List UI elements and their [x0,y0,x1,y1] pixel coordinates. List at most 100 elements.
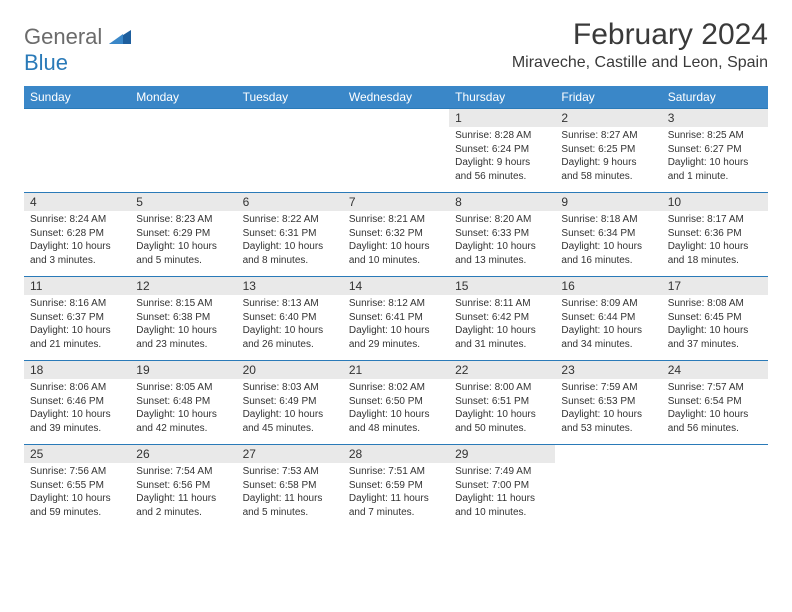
day-details: Sunrise: 8:28 AMSunset: 6:24 PMDaylight:… [449,127,555,187]
day-number: 26 [130,445,236,463]
day-details: Sunrise: 8:18 AMSunset: 6:34 PMDaylight:… [555,211,661,271]
sunrise-text: Sunrise: 7:53 AM [243,465,337,479]
calendar-cell: 16Sunrise: 8:09 AMSunset: 6:44 PMDayligh… [555,276,661,360]
day-wrap: 17Sunrise: 8:08 AMSunset: 6:45 PMDayligh… [662,276,768,360]
calendar-body: 1Sunrise: 8:28 AMSunset: 6:24 PMDaylight… [24,108,768,528]
day-wrap: 7Sunrise: 8:21 AMSunset: 6:32 PMDaylight… [343,192,449,276]
calendar-week-row: 25Sunrise: 7:56 AMSunset: 6:55 PMDayligh… [24,444,768,528]
calendar-cell: 15Sunrise: 8:11 AMSunset: 6:42 PMDayligh… [449,276,555,360]
daylight-text: Daylight: 10 hours and 10 minutes. [349,240,443,267]
day-wrap: 19Sunrise: 8:05 AMSunset: 6:48 PMDayligh… [130,360,236,444]
daylight-text: Daylight: 10 hours and 39 minutes. [30,408,124,435]
day-number: 7 [343,193,449,211]
day-wrap: 4Sunrise: 8:24 AMSunset: 6:28 PMDaylight… [24,192,130,276]
sunrise-text: Sunrise: 8:16 AM [30,297,124,311]
calendar-cell: 29Sunrise: 7:49 AMSunset: 7:00 PMDayligh… [449,444,555,528]
day-details: Sunrise: 8:24 AMSunset: 6:28 PMDaylight:… [24,211,130,271]
day-details: Sunrise: 8:23 AMSunset: 6:29 PMDaylight:… [130,211,236,271]
calendar-week-row: 1Sunrise: 8:28 AMSunset: 6:24 PMDaylight… [24,108,768,192]
calendar-cell: 9Sunrise: 8:18 AMSunset: 6:34 PMDaylight… [555,192,661,276]
day-wrap: 28Sunrise: 7:51 AMSunset: 6:59 PMDayligh… [343,444,449,528]
sunset-text: Sunset: 7:00 PM [455,479,549,493]
weekday-header: Saturday [662,86,768,108]
calendar-cell: 2Sunrise: 8:27 AMSunset: 6:25 PMDaylight… [555,108,661,192]
calendar-cell: 25Sunrise: 7:56 AMSunset: 6:55 PMDayligh… [24,444,130,528]
logo-word-1: General [24,24,102,49]
day-wrap: 23Sunrise: 7:59 AMSunset: 6:53 PMDayligh… [555,360,661,444]
daylight-text: Daylight: 10 hours and 48 minutes. [349,408,443,435]
day-wrap: 29Sunrise: 7:49 AMSunset: 7:00 PMDayligh… [449,444,555,528]
sunset-text: Sunset: 6:24 PM [455,143,549,157]
sunrise-text: Sunrise: 7:59 AM [561,381,655,395]
sunrise-text: Sunrise: 8:22 AM [243,213,337,227]
day-wrap: 13 Sunrise: 8:13 AMSunset: 6:40 PMDayligh… [237,276,343,360]
sunrise-text: Sunrise: 8:21 AM [349,213,443,227]
calendar-cell: 4Sunrise: 8:24 AMSunset: 6:28 PMDaylight… [24,192,130,276]
day-details: Sunrise: 7:51 AMSunset: 6:59 PMDaylight:… [343,463,449,523]
sunrise-text: Sunrise: 8:24 AM [30,213,124,227]
day-number: 21 [343,361,449,379]
empty-day [555,444,661,528]
day-details: Sunrise: 7:59 AMSunset: 6:53 PMDaylight:… [555,379,661,439]
day-wrap: 2Sunrise: 8:27 AMSunset: 6:25 PMDaylight… [555,108,661,192]
calendar-week-row: 11Sunrise: 8:16 AMSunset: 6:37 PMDayligh… [24,276,768,360]
sunrise-text: Sunrise: 8:20 AM [455,213,549,227]
calendar-cell [555,444,661,528]
sunset-text: Sunset: 6:38 PM [136,311,230,325]
sunset-text: Sunset: 6:28 PM [30,227,124,241]
weekday-header: Thursday [449,86,555,108]
calendar-cell: 26Sunrise: 7:54 AMSunset: 6:56 PMDayligh… [130,444,236,528]
daylight-text: Daylight: 10 hours and 26 minutes. [243,324,337,351]
day-details: Sunrise: 7:54 AMSunset: 6:56 PMDaylight:… [130,463,236,523]
weekday-header: Friday [555,86,661,108]
day-details: Sunrise: 7:57 AMSunset: 6:54 PMDaylight:… [662,379,768,439]
sunrise-text: Sunrise: 8:11 AM [455,297,549,311]
day-details: Sunrise: 8:08 AMSunset: 6:45 PMDaylight:… [662,295,768,355]
sunrise-text: Sunrise: 8:27 AM [561,129,655,143]
daylight-text: Daylight: 10 hours and 31 minutes. [455,324,549,351]
day-number: 8 [449,193,555,211]
calendar-cell [343,108,449,192]
day-wrap: 15Sunrise: 8:11 AMSunset: 6:42 PMDayligh… [449,276,555,360]
calendar-week-row: 4Sunrise: 8:24 AMSunset: 6:28 PMDaylight… [24,192,768,276]
sunrise-text: Sunrise: 8:13 AM [243,297,337,311]
daylight-text: Daylight: 10 hours and 3 minutes. [30,240,124,267]
sunset-text: Sunset: 6:29 PM [136,227,230,241]
sunset-text: Sunset: 6:53 PM [561,395,655,409]
day-details: Sunrise: 8:12 AMSunset: 6:41 PMDaylight:… [343,295,449,355]
day-number: 11 [24,277,130,295]
calendar-cell: 5Sunrise: 8:23 AMSunset: 6:29 PMDaylight… [130,192,236,276]
location-text: Miraveche, Castille and Leon, Spain [512,54,768,72]
day-details: Sunrise: 8:09 AMSunset: 6:44 PMDaylight:… [555,295,661,355]
day-details: Sunrise: 8:11 AMSunset: 6:42 PMDaylight:… [449,295,555,355]
day-details: Sunrise: 8:20 AMSunset: 6:33 PMDaylight:… [449,211,555,271]
calendar-cell: 10Sunrise: 8:17 AMSunset: 6:36 PMDayligh… [662,192,768,276]
sunset-text: Sunset: 6:40 PM [243,311,337,325]
day-wrap: 9Sunrise: 8:18 AMSunset: 6:34 PMDaylight… [555,192,661,276]
day-number: 5 [130,193,236,211]
sunrise-text: Sunrise: 8:18 AM [561,213,655,227]
sunrise-text: Sunrise: 8:09 AM [561,297,655,311]
day-number: 22 [449,361,555,379]
day-details: Sunrise: 8:27 AMSunset: 6:25 PMDaylight:… [555,127,661,187]
day-wrap: 1Sunrise: 8:28 AMSunset: 6:24 PMDaylight… [449,108,555,192]
day-wrap: 14Sunrise: 8:12 AMSunset: 6:41 PMDayligh… [343,276,449,360]
day-details: Sunrise: 8:17 AMSunset: 6:36 PMDaylight:… [662,211,768,271]
weekday-header: Tuesday [237,86,343,108]
day-wrap: 11Sunrise: 8:16 AMSunset: 6:37 PMDayligh… [24,276,130,360]
daylight-text: Daylight: 11 hours and 7 minutes. [349,492,443,519]
daylight-text: Daylight: 10 hours and 42 minutes. [136,408,230,435]
empty-day [237,108,343,192]
sunrise-text: Sunrise: 8:28 AM [455,129,549,143]
day-details: Sunrise: 8:16 AMSunset: 6:37 PMDaylight:… [24,295,130,355]
daylight-text: Daylight: 11 hours and 2 minutes. [136,492,230,519]
calendar-cell: 3Sunrise: 8:25 AMSunset: 6:27 PMDaylight… [662,108,768,192]
calendar-cell: 12Sunrise: 8:15 AMSunset: 6:38 PMDayligh… [130,276,236,360]
sunset-text: Sunset: 6:56 PM [136,479,230,493]
day-number: 15 [449,277,555,295]
sunrise-text: Sunrise: 8:15 AM [136,297,230,311]
sunset-text: Sunset: 6:59 PM [349,479,443,493]
day-number: 14 [343,277,449,295]
day-number: 25 [24,445,130,463]
day-number: 13 [237,277,343,295]
